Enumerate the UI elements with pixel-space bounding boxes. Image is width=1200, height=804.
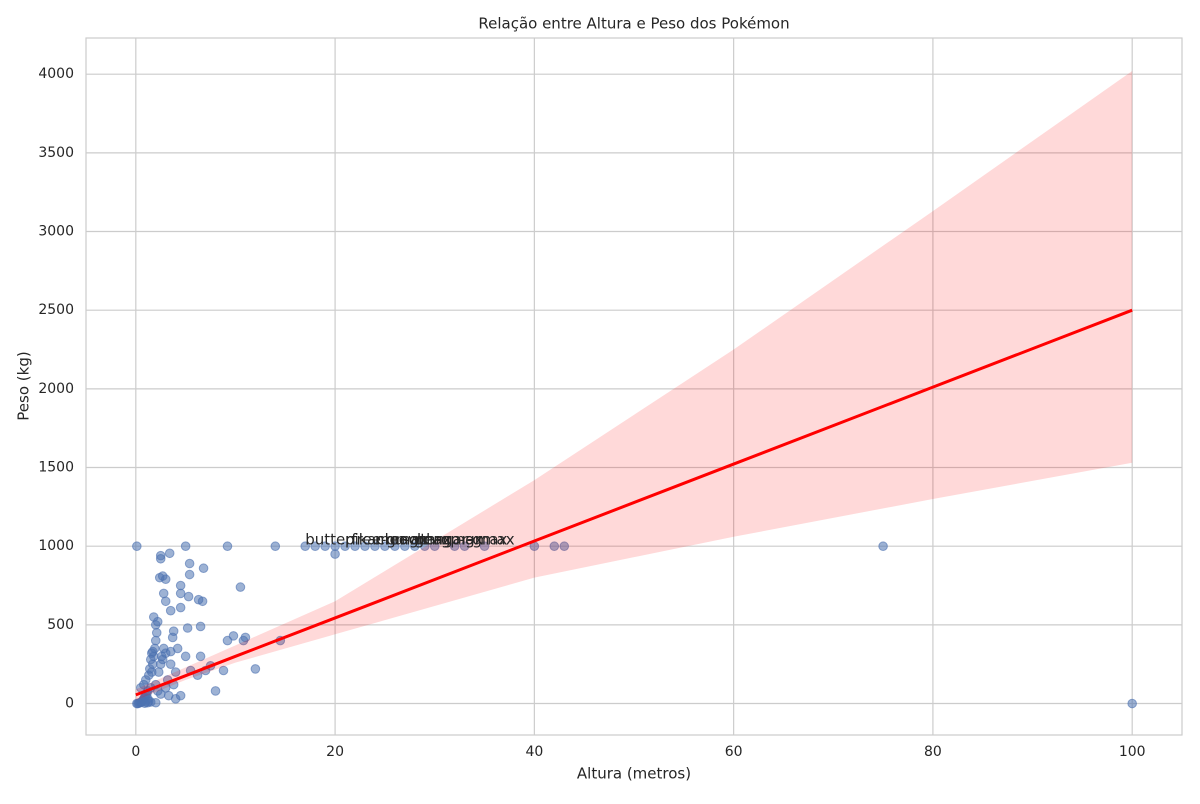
y-tick-label: 3000 <box>38 224 74 240</box>
data-point <box>198 563 209 574</box>
annotation: gengar-gmax <box>415 531 515 549</box>
data-point <box>390 541 400 552</box>
data-point <box>549 541 560 552</box>
data-point <box>228 631 239 641</box>
data-point <box>300 541 311 552</box>
data-point <box>320 541 330 552</box>
data-point <box>147 646 158 657</box>
data-point <box>175 580 186 591</box>
data-point <box>222 541 233 552</box>
y-tick-label: 3500 <box>38 145 74 161</box>
data-point <box>195 621 206 632</box>
y-tick-label: 500 <box>47 617 74 633</box>
data-point <box>250 664 261 674</box>
data-point <box>479 541 490 552</box>
y-tick-label: 4000 <box>38 66 74 82</box>
data-point <box>429 541 440 552</box>
y-axis-label: Peso (kg) <box>15 351 33 420</box>
data-point <box>139 698 150 709</box>
y-tick-label: 2000 <box>38 381 74 397</box>
data-point <box>878 541 888 552</box>
data-point <box>410 541 420 552</box>
data-point <box>380 541 390 552</box>
data-point <box>360 541 370 552</box>
data-point <box>148 612 159 622</box>
data-point <box>183 591 194 602</box>
data-point <box>197 596 208 607</box>
data-point <box>132 541 142 552</box>
data-point <box>180 541 191 551</box>
data-point <box>184 569 195 580</box>
annotation: butterfree-gmax <box>305 531 428 549</box>
data-point <box>340 541 350 552</box>
data-point <box>160 596 171 607</box>
y-tick-label: 0 <box>65 696 74 712</box>
y-tick-label: 1500 <box>38 460 74 476</box>
data-point <box>168 626 179 636</box>
annotation: machamp-gmax <box>385 531 508 549</box>
data-point <box>1127 698 1137 709</box>
data-point <box>559 541 570 552</box>
data-point <box>182 623 193 633</box>
data-point <box>153 667 164 677</box>
data-point <box>330 549 340 559</box>
data-point <box>158 588 169 599</box>
data-point <box>419 541 430 552</box>
data-point <box>175 588 186 599</box>
data-point <box>175 602 186 613</box>
x-tick-label: 60 <box>725 744 743 760</box>
x-axis-label: Altura (metros) <box>577 765 691 783</box>
chart-title: Relação entre Altura e Peso dos Pokémon <box>478 15 789 33</box>
regression-line <box>135 308 1133 697</box>
data-point <box>160 574 171 585</box>
data-point <box>165 605 176 616</box>
annotation: pikachu-gmax <box>345 531 451 549</box>
data-point <box>370 541 380 552</box>
data-point <box>144 664 155 674</box>
data-point <box>184 558 195 569</box>
data-point <box>195 651 206 662</box>
y-tick-label: 1000 <box>38 538 74 554</box>
x-tick-label: 100 <box>1119 744 1146 760</box>
data-point <box>150 697 161 708</box>
data-point <box>165 659 176 669</box>
data-point <box>172 643 183 654</box>
data-point <box>270 541 281 552</box>
data-point <box>449 541 460 552</box>
data-point <box>240 632 251 643</box>
x-tick-label: 40 <box>525 744 543 760</box>
x-tick-label: 20 <box>326 744 344 760</box>
data-point <box>400 541 410 552</box>
x-tick-label: 0 <box>131 744 140 760</box>
data-point <box>164 548 175 559</box>
data-point <box>210 686 221 696</box>
data-point <box>150 635 161 646</box>
data-point <box>459 541 470 552</box>
data-point <box>330 541 340 552</box>
data-point <box>175 690 186 701</box>
x-tick-label: 80 <box>924 744 942 760</box>
data-point <box>155 550 166 561</box>
data-point <box>151 627 162 638</box>
data-point <box>170 667 181 677</box>
plot-frame <box>85 37 1183 736</box>
annotation: meowth-gmax <box>375 531 483 549</box>
data-point <box>180 651 191 662</box>
data-point <box>350 541 360 552</box>
y-tick-label: 2500 <box>38 302 74 318</box>
data-point <box>235 582 246 592</box>
data-point <box>310 541 320 552</box>
data-point <box>218 665 229 676</box>
